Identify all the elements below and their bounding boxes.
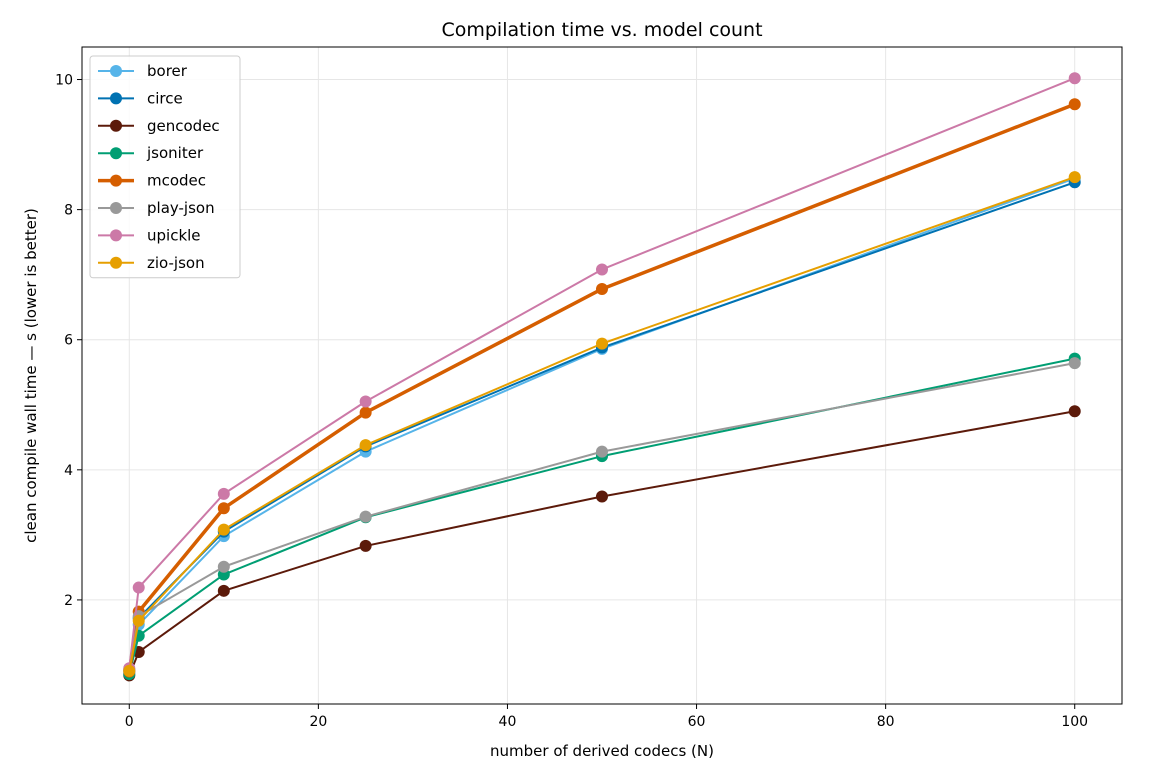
data-point-play-json bbox=[217, 560, 230, 573]
series-line-zio-json bbox=[128, 176, 1076, 672]
data-point-zio-json bbox=[132, 614, 145, 627]
data-point-play-json bbox=[596, 445, 608, 458]
x-axis-ticks: 0 20 40 60 80 100 bbox=[125, 704, 1088, 730]
data-point-mcodec bbox=[217, 502, 230, 515]
series-line-jsoniter bbox=[128, 357, 1075, 675]
x-tick-label: 60 bbox=[688, 714, 706, 730]
data-point-gencodec bbox=[359, 539, 372, 552]
y-axis-label: clean compile wall time — s (lower is be… bbox=[22, 208, 40, 543]
data-point-zio-json bbox=[359, 439, 372, 452]
legend-label: mcodec bbox=[147, 172, 206, 190]
y-tick-label: 8 bbox=[64, 203, 73, 219]
series-borer bbox=[123, 172, 1081, 679]
data-point-upickle bbox=[596, 263, 608, 276]
legend-item-borer: borer bbox=[98, 62, 188, 80]
x-tick-label: 80 bbox=[877, 714, 895, 730]
series-circe bbox=[123, 176, 1081, 677]
series-play-json bbox=[123, 357, 1081, 676]
data-point-mcodec bbox=[359, 406, 372, 419]
series-line-circe bbox=[128, 181, 1076, 671]
chart-title: Compilation time vs. model count bbox=[441, 19, 762, 41]
legend-label: jsoniter bbox=[146, 144, 204, 162]
series-line-play-json bbox=[128, 362, 1075, 670]
y-tick-label: 4 bbox=[64, 463, 73, 479]
data-point-zio-json bbox=[1068, 171, 1081, 184]
legend-item-jsoniter: jsoniter bbox=[98, 144, 204, 162]
data-point-mcodec bbox=[596, 282, 608, 295]
series-jsoniter bbox=[123, 352, 1081, 681]
legend-item-mcodec: mcodec bbox=[98, 172, 206, 190]
legend-marker bbox=[110, 65, 122, 77]
legend-label: circe bbox=[147, 89, 183, 107]
data-point-upickle bbox=[217, 487, 230, 500]
legend-item-play-json: play-json bbox=[98, 199, 215, 217]
data-point-gencodec bbox=[596, 490, 608, 503]
data-point-gencodec bbox=[217, 584, 230, 597]
x-tick-label: 0 bbox=[125, 714, 134, 730]
data-point-upickle bbox=[132, 581, 145, 594]
plot-area-frame bbox=[81, 46, 1123, 705]
legend: borer circe gencodec jsoniter mcodec play-jso… bbox=[89, 55, 241, 279]
y-tick-label: 6 bbox=[64, 333, 73, 349]
y-tick-label: 10 bbox=[55, 73, 73, 89]
series-line-borer bbox=[128, 177, 1076, 673]
legend-marker bbox=[110, 147, 122, 160]
data-point-zio-json bbox=[123, 664, 136, 677]
legend-marker bbox=[110, 229, 122, 242]
y-axis-ticks: 2 4 6 8 10 bbox=[55, 73, 82, 609]
legend-label: gencodec bbox=[147, 117, 220, 135]
data-point-play-json bbox=[359, 510, 372, 523]
x-tick-label: 40 bbox=[499, 714, 517, 730]
series-layer bbox=[123, 72, 1081, 682]
data-point-mcodec bbox=[1068, 98, 1081, 111]
legend-marker bbox=[110, 256, 122, 269]
series-line-upickle bbox=[128, 77, 1076, 669]
legend-label: borer bbox=[147, 62, 188, 80]
series-zio-json bbox=[123, 171, 1081, 677]
legend-item-zio-json: zio-json bbox=[98, 254, 205, 272]
legend-label: upickle bbox=[147, 226, 201, 244]
data-point-upickle bbox=[359, 395, 372, 408]
legend-box bbox=[89, 55, 241, 279]
legend-item-upickle: upickle bbox=[98, 226, 201, 244]
legend-marker bbox=[110, 92, 122, 105]
legend-label: zio-json bbox=[147, 254, 205, 272]
legend-marker bbox=[110, 202, 122, 214]
y-tick-label: 2 bbox=[64, 593, 73, 609]
legend-marker bbox=[110, 119, 122, 132]
x-tick-label: 20 bbox=[309, 714, 327, 730]
legend-item-gencodec: gencodec bbox=[98, 117, 220, 135]
data-point-upickle bbox=[1068, 72, 1081, 85]
legend-marker bbox=[110, 174, 122, 187]
x-tick-label: 100 bbox=[1061, 714, 1088, 730]
legend-item-circe: circe bbox=[98, 89, 183, 107]
data-point-gencodec bbox=[1068, 405, 1081, 418]
data-point-play-json bbox=[1068, 357, 1081, 370]
data-point-zio-json bbox=[217, 523, 230, 536]
x-axis-label: number of derived codecs (N) bbox=[490, 742, 714, 760]
data-point-zio-json bbox=[596, 337, 608, 350]
legend-label: play-json bbox=[147, 199, 215, 217]
series-upickle bbox=[123, 72, 1081, 675]
